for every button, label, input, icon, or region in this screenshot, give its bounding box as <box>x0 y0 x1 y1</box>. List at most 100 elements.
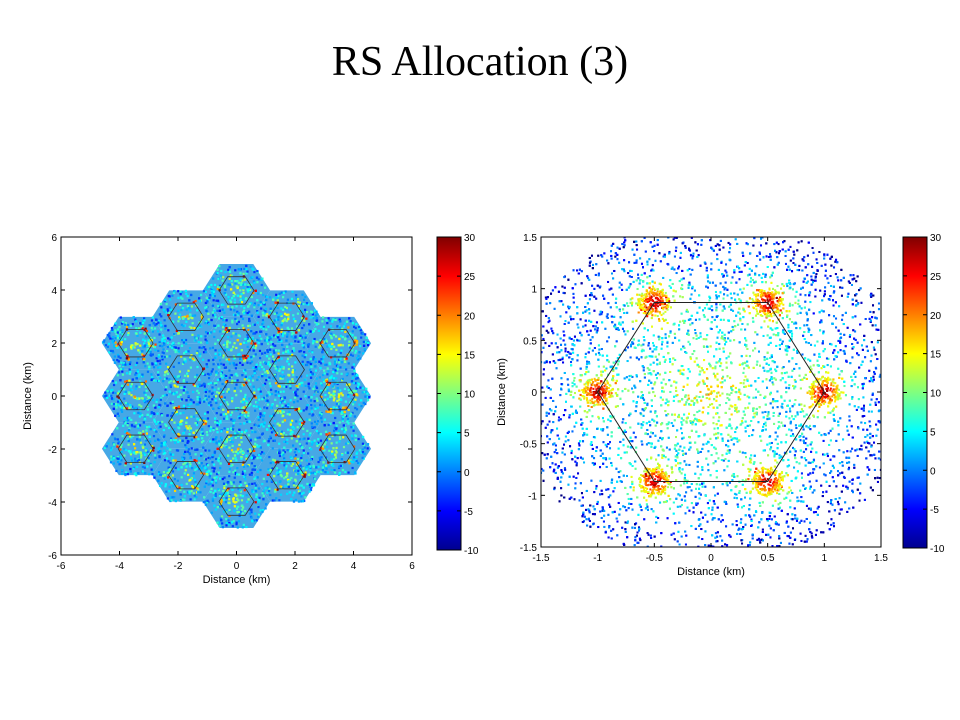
data-point <box>223 291 226 295</box>
data-point <box>155 323 158 326</box>
data-point <box>287 351 290 354</box>
data-point <box>339 366 342 369</box>
data-point <box>256 338 259 342</box>
data-point <box>281 375 284 379</box>
data-point <box>303 378 306 382</box>
data-point <box>312 484 316 487</box>
data-point <box>167 426 171 430</box>
data-point <box>198 464 201 468</box>
data-point <box>220 374 223 378</box>
data-point <box>332 379 335 382</box>
data-point <box>318 414 321 417</box>
data-point <box>159 321 162 324</box>
data-point <box>181 498 184 501</box>
data-point <box>205 480 208 483</box>
data-point <box>239 272 242 275</box>
data-point <box>270 392 274 396</box>
data-point <box>338 408 341 411</box>
data-point <box>302 427 305 430</box>
data-point <box>192 439 195 442</box>
data-point <box>268 365 272 368</box>
data-point <box>365 336 368 339</box>
data-point <box>197 418 200 421</box>
data-point <box>228 508 231 512</box>
data-point <box>307 303 310 306</box>
data-point <box>210 283 213 287</box>
data-point <box>240 282 243 285</box>
data-point <box>205 471 209 474</box>
data-point <box>349 320 352 323</box>
data-point <box>355 452 358 455</box>
data-point <box>174 466 177 470</box>
data-point <box>225 358 228 361</box>
data-point <box>227 523 230 526</box>
data-point <box>207 312 210 315</box>
data-point <box>165 370 168 373</box>
data-point <box>353 400 356 404</box>
data-point <box>200 325 203 328</box>
data-point <box>227 454 230 457</box>
data-point <box>301 473 304 476</box>
data-point <box>214 489 217 492</box>
data-point <box>308 485 312 489</box>
data-point <box>174 303 177 306</box>
data-point <box>239 298 242 301</box>
data-point <box>260 459 264 462</box>
data-point <box>161 338 164 341</box>
data-point <box>169 384 172 387</box>
data-point <box>201 358 205 361</box>
data-point <box>213 467 216 470</box>
data-point <box>241 508 244 511</box>
data-point <box>323 337 326 341</box>
data-point <box>122 367 125 371</box>
data-point <box>317 460 320 464</box>
data-point <box>321 445 324 448</box>
data-point <box>217 460 220 463</box>
data-point <box>302 324 306 327</box>
data-point <box>236 431 239 435</box>
data-point <box>273 427 276 430</box>
data-point <box>201 433 204 436</box>
data-point <box>211 311 214 314</box>
data-point <box>181 362 185 365</box>
data-point <box>243 409 246 412</box>
data-point <box>256 281 259 284</box>
data-point <box>175 407 178 410</box>
data-point <box>204 397 207 400</box>
data-point <box>247 498 250 501</box>
data-point <box>291 419 294 422</box>
data-point <box>166 341 169 345</box>
data-point <box>343 322 347 325</box>
data-point <box>139 322 142 325</box>
data-point <box>326 471 330 474</box>
data-point <box>266 295 269 298</box>
data-point <box>334 416 337 420</box>
data-point <box>128 372 131 375</box>
data-point <box>137 349 140 352</box>
data-point <box>275 497 278 500</box>
data-point <box>150 373 153 376</box>
data-point <box>193 336 197 339</box>
data-point <box>296 312 300 315</box>
data-point <box>326 345 329 348</box>
data-point <box>179 290 182 293</box>
data-point <box>312 317 315 320</box>
data-point <box>333 362 336 365</box>
data-point <box>224 381 228 384</box>
data-point <box>241 384 244 387</box>
data-point <box>206 287 209 290</box>
data-point <box>170 457 174 460</box>
data-point <box>272 298 275 301</box>
data-point <box>317 438 320 441</box>
data-point <box>254 409 257 412</box>
slide-title: RS Allocation (3) <box>331 39 629 85</box>
data-point <box>150 378 153 382</box>
data-point <box>123 388 126 391</box>
data-point <box>119 455 122 458</box>
data-point <box>256 401 259 404</box>
data-point <box>350 426 353 429</box>
data-point <box>240 456 243 459</box>
data-point <box>213 324 217 328</box>
data-point <box>192 431 195 434</box>
data-point <box>331 450 334 453</box>
